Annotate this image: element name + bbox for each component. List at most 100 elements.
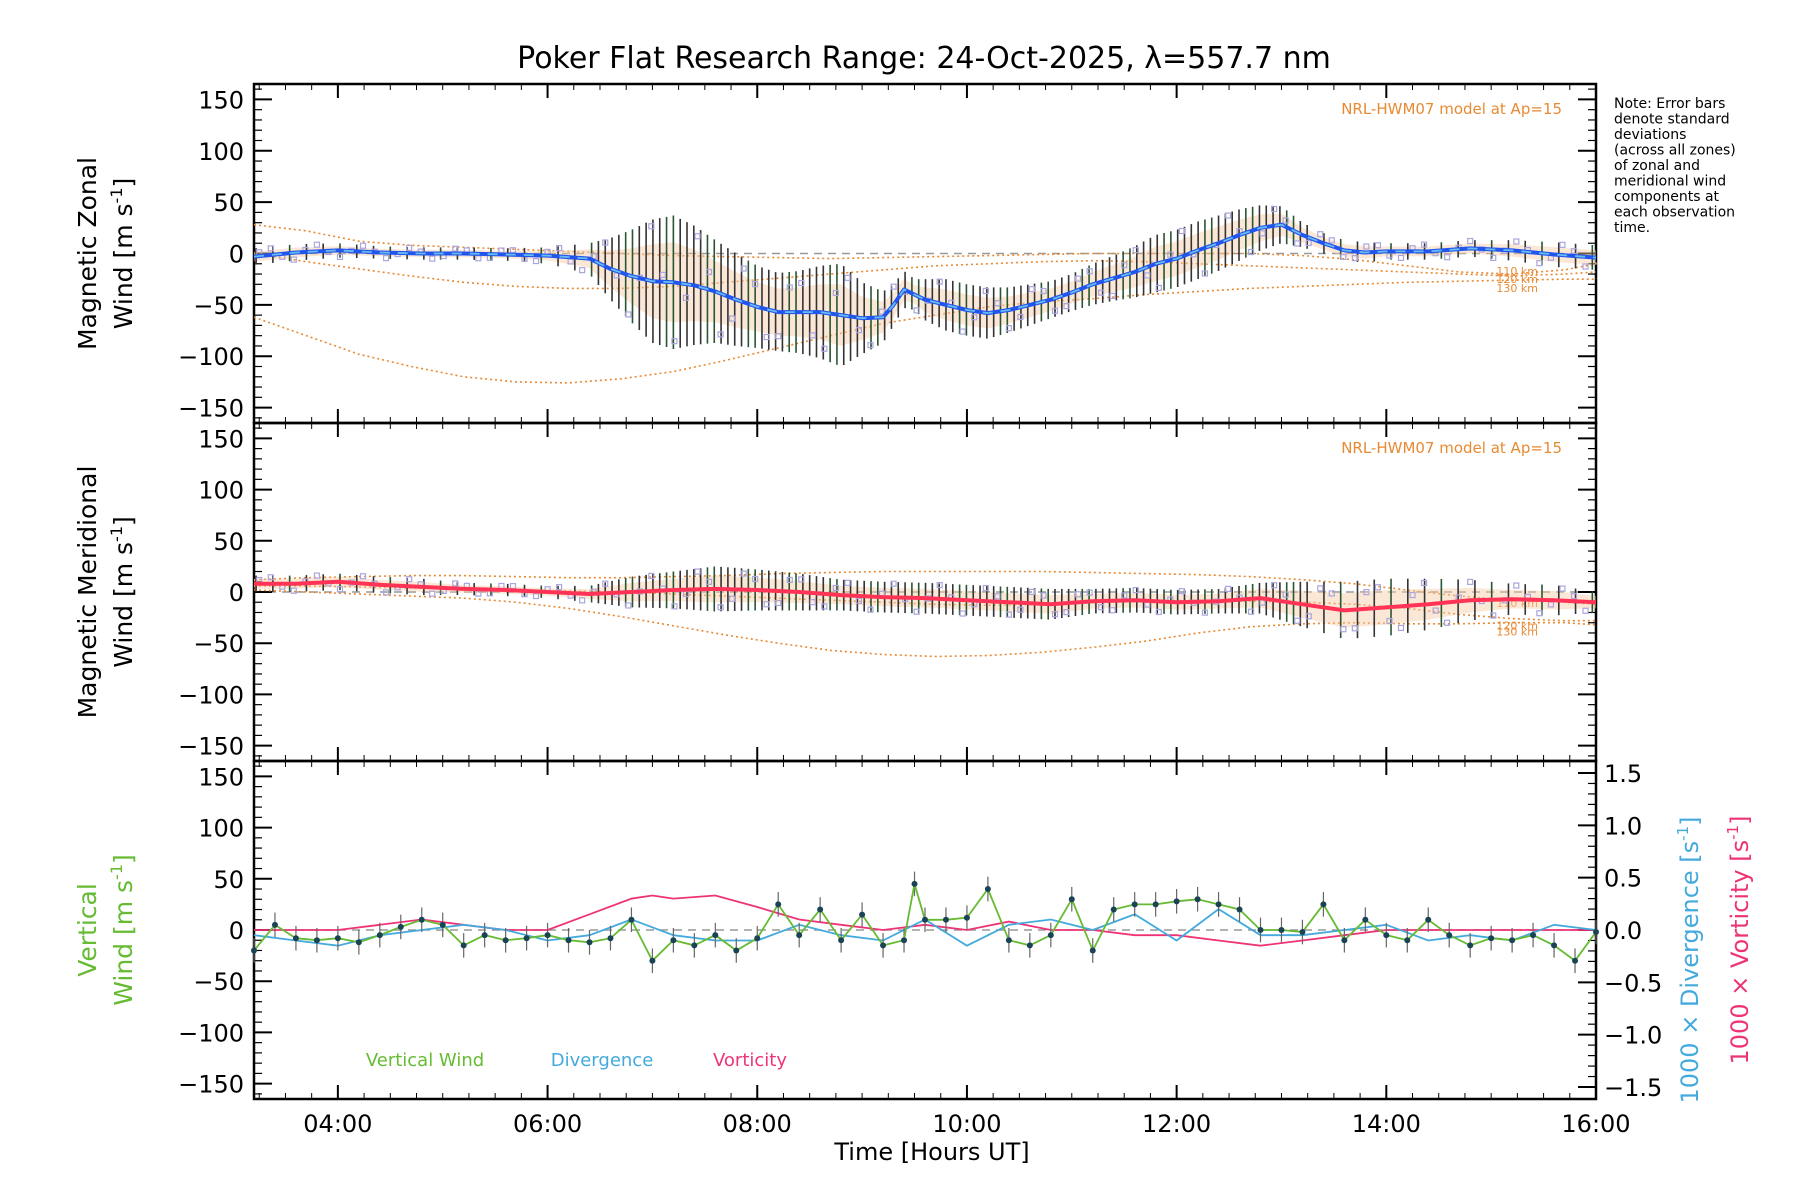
vertical-wind-point [1278,927,1285,933]
legend-item: Vorticity [713,1050,787,1071]
x-tick-label: 06:00 [513,1110,582,1138]
vertical-wind-point [1068,896,1075,903]
y-tick-label: 50 [213,528,244,556]
vertical-wind-point [838,937,845,944]
zone-marker [267,574,274,581]
vertical-wind-point [1530,932,1537,939]
note-line: each observation [1614,205,1735,221]
y-tick-label: 150 [198,425,244,453]
model-label: NRL-HWM07 model at Ap=15 [1341,100,1562,118]
y-axis-label-text: Wind [m s [109,880,138,1006]
y-right-tick-label: 1.5 [1604,760,1642,788]
zone-marker [1271,205,1278,213]
vertical-wind-point [1341,937,1348,944]
y-right-tick-label: 1.0 [1604,812,1642,840]
y-tick-label: 0 [229,241,244,269]
zone-marker [728,595,736,602]
vorticity-axis-label-close: ] [1726,816,1754,825]
zone-marker [648,572,655,580]
zone-marker [1294,240,1301,247]
x-axis-label: Time [Hours UT] [833,1138,1029,1166]
vertical-wind-point [922,916,928,923]
model-km-label: 120 km [1496,620,1538,633]
note-line: meridional wind [1614,174,1726,190]
zone-marker [1294,617,1301,624]
zone-marker [694,233,701,240]
zone-marker [809,332,816,339]
model-curve-0 [253,570,1597,606]
zone-marker [994,300,1001,307]
zone-marker [821,345,828,352]
note-line: components at [1614,189,1720,205]
vertical-wind-point [544,932,551,939]
zone-marker [671,338,678,345]
vertical-wind-point [1194,896,1201,903]
zone-marker [775,333,782,340]
zone-marker [890,580,897,587]
vertical-wind-point [942,916,949,923]
vertical-wind-point [984,886,991,893]
zone-marker [1178,588,1185,595]
zone-marker [1363,243,1370,250]
x-tick-label: 16:00 [1561,1110,1630,1138]
zone-marker [1224,212,1232,219]
vertical-wind-point [1257,927,1264,933]
zone-marker [313,241,321,248]
zone-marker [1570,593,1578,600]
divergence-axis-label-close: ] [1676,816,1704,825]
zone-marker [717,604,724,611]
zone-marker [648,223,655,230]
model-km-label: 130 km [1496,282,1538,295]
zone-marker [682,294,690,301]
zone-marker [579,267,586,274]
vertical-wind-point [1425,916,1432,923]
zone-marker [855,327,863,334]
note-line: denote standard [1614,112,1730,128]
zone-marker [1247,608,1255,615]
zone-marker [1374,584,1382,591]
vertical-wind-point [1173,898,1180,905]
zone-marker [694,568,701,575]
zone-marker [1132,247,1139,254]
zone-marker [406,244,413,251]
zone-marker [763,601,770,608]
y-right-tick-label: −1.5 [1604,1074,1662,1102]
zone-marker [383,255,390,262]
zone-marker [1051,307,1059,314]
y-tick-label: −50 [193,968,244,996]
x-axis: 04:00 06:00 08:00 10:00 12:00 14:00 16:00 [303,1110,1630,1138]
zone-marker [740,265,747,272]
note-line: time. [1614,220,1650,236]
zone-marker [763,333,770,341]
zone-marker [971,314,978,321]
zone-marker [1467,578,1474,586]
zone-marker [1086,589,1093,596]
vertical-wind-point [1509,937,1516,944]
vertical-wind-point [355,939,362,946]
zone-marker [1374,242,1382,249]
zone-marker [1420,241,1428,248]
zone-marker [1513,582,1520,589]
panel-zonal: 150 100 50 0 −50 −100 −150 Magnetic Zonal Wind [… [73,82,1598,425]
zone-marker [1121,592,1128,599]
vertical-wind-point [251,947,257,954]
vertical-wind-line [253,883,1597,963]
vertical-wind-point [1383,932,1390,939]
y-tick-label: −100 [178,343,244,371]
vertical-wind-point [1551,942,1558,949]
vertical-wind-point [1089,947,1096,954]
vertical-wind-point [523,935,530,942]
zone-marker [878,308,886,315]
zone-marker [1340,626,1347,633]
zone-marker [359,242,367,249]
zone-marker [429,255,436,262]
y-right-tick-label: −0.5 [1604,969,1662,997]
zone-marker [890,283,897,290]
zone-marker [1028,286,1036,293]
vertical-wind-point [586,939,593,946]
y-axis-label-line2: Wind [m s-1] [107,854,138,1006]
zone-marker [1005,611,1012,618]
zone-marker [982,287,989,295]
vertical-wind-point [901,937,908,944]
zone-marker [959,328,966,335]
